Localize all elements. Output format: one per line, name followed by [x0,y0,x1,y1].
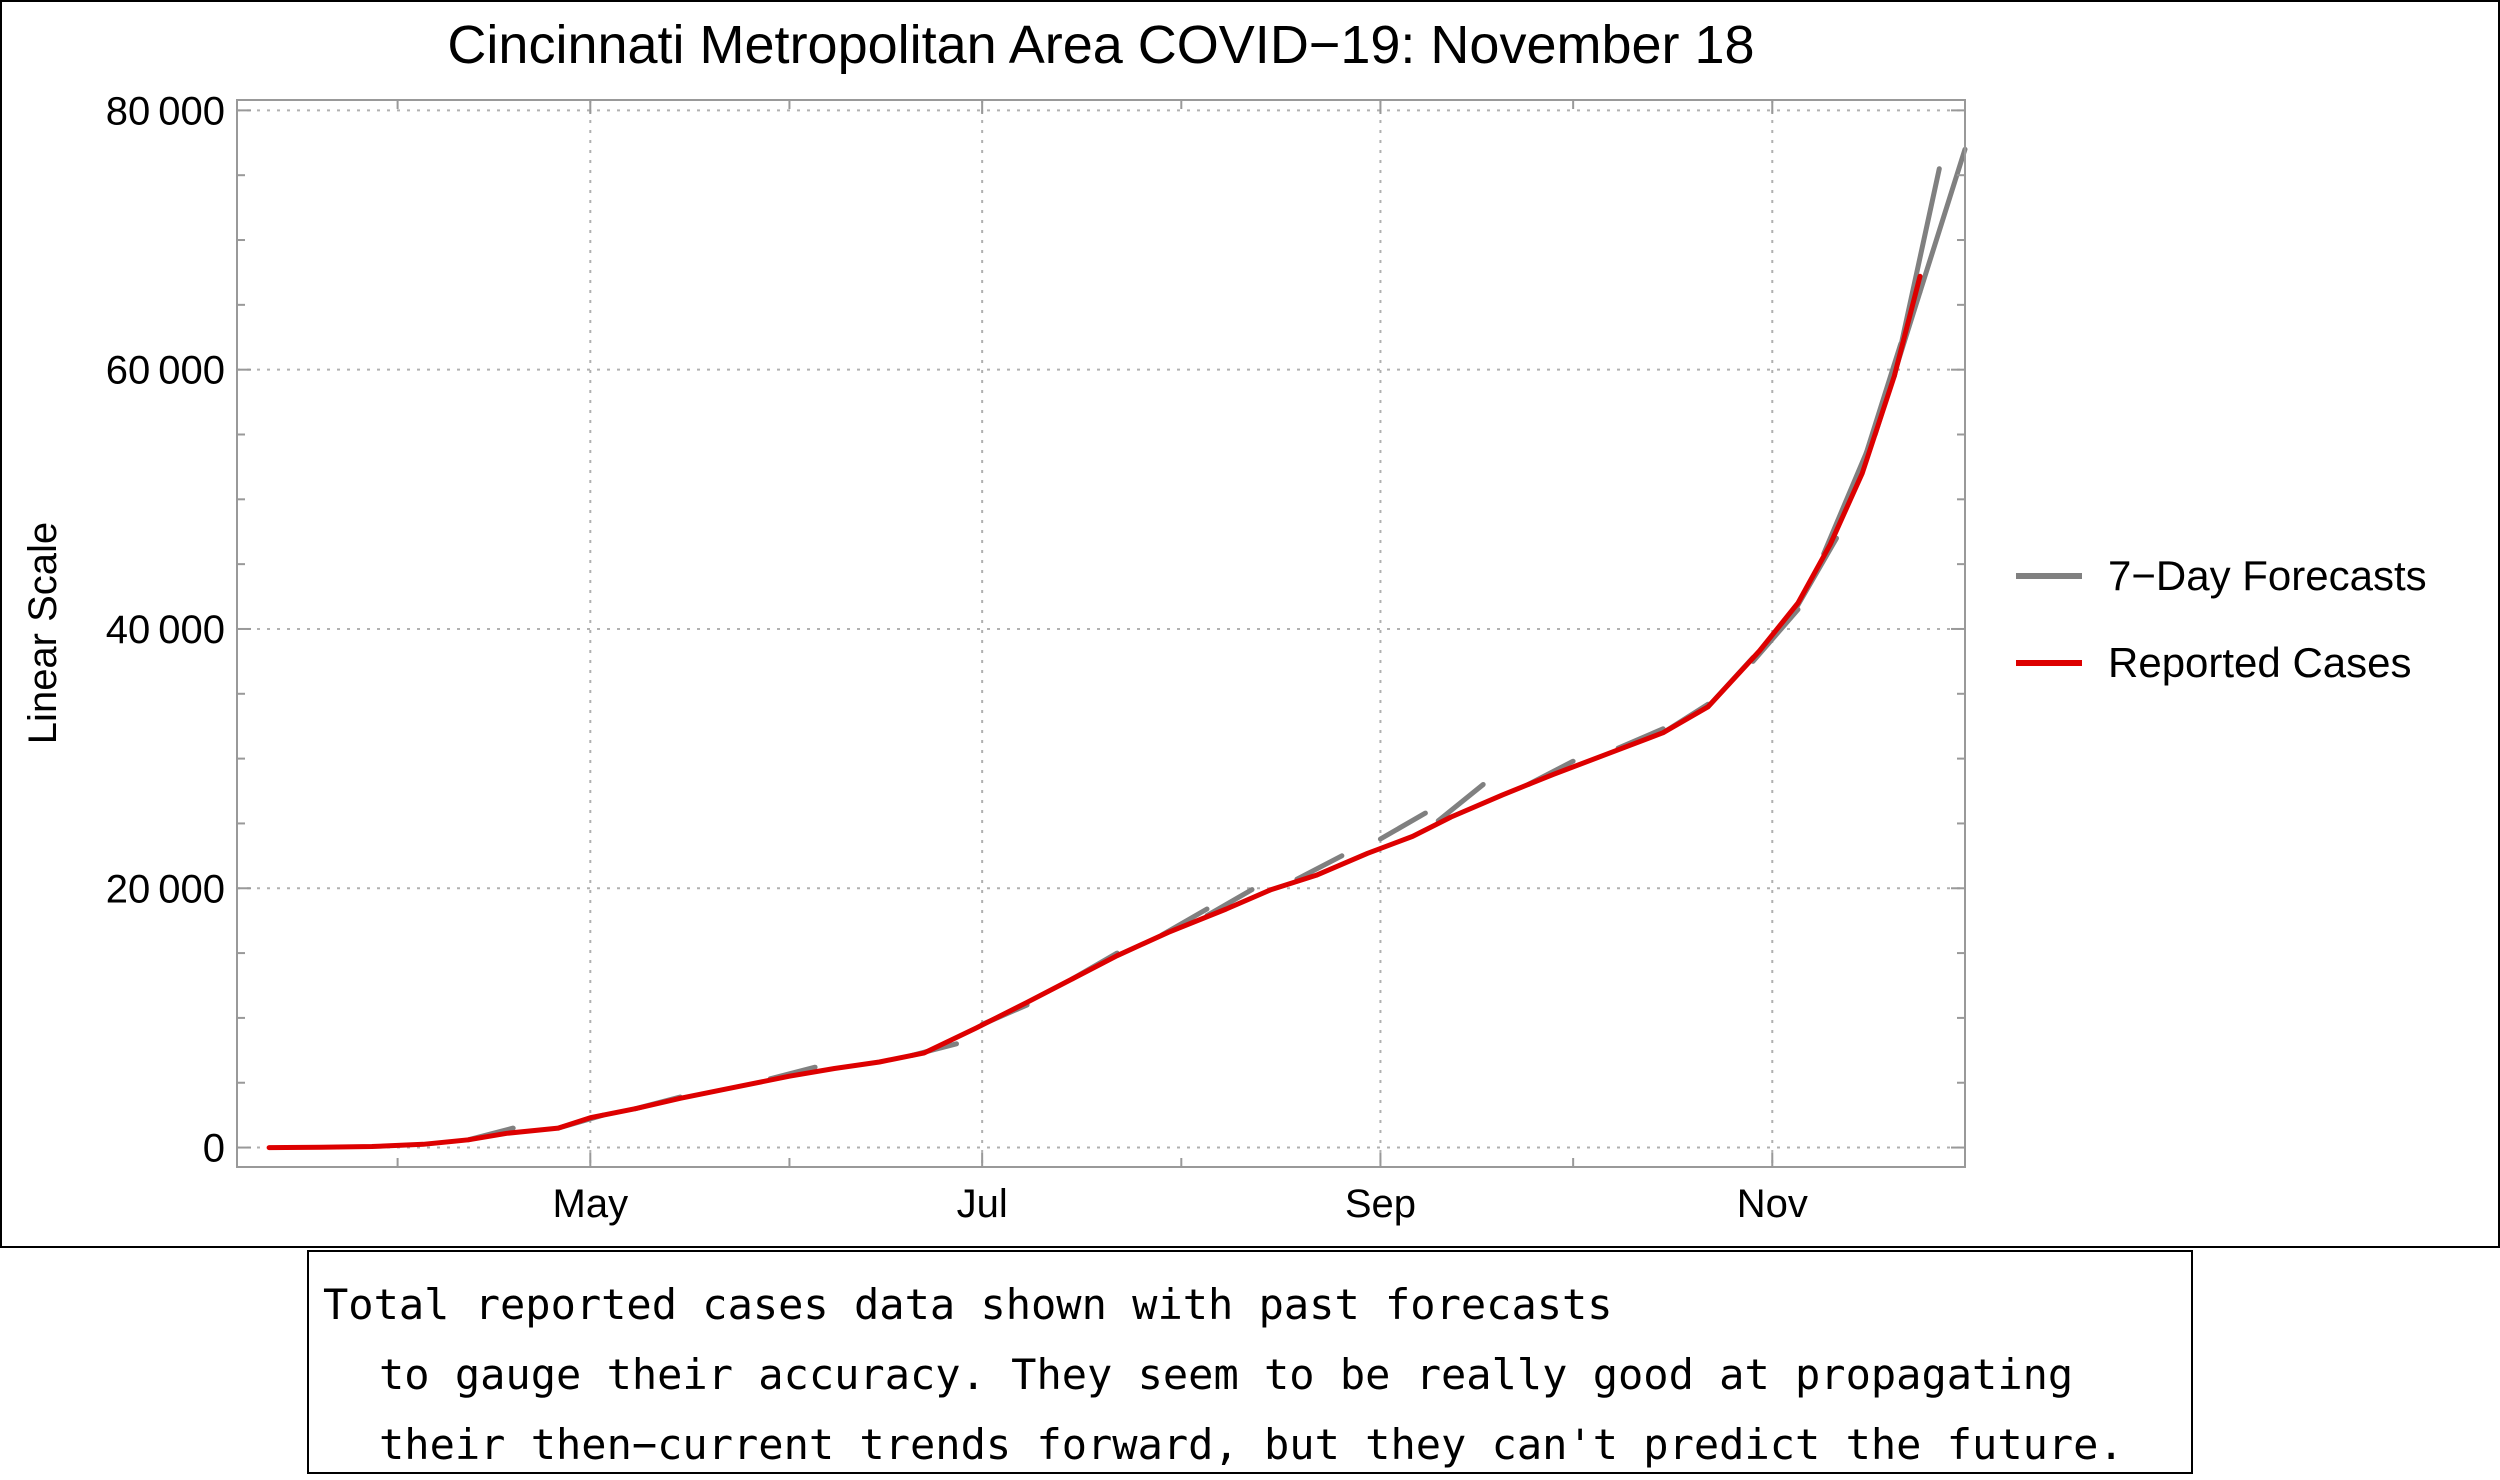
plot-frame [236,99,1966,1168]
y-tick-label: 80 000 [106,89,225,133]
caption-line: to gauge their accuracy. They seem to be… [379,1350,2074,1399]
forecast-line [1435,782,1486,824]
caption-line: Total reported cases data shown with pas… [323,1280,1613,1329]
forecast-line [1917,146,1968,295]
legend: 7−Day Forecasts Reported Cases [2016,552,2427,686]
x-tick-label: Nov [1737,1182,1808,1226]
x-tick-label: May [553,1182,629,1226]
legend-label-forecasts: 7−Day Forecasts [2108,552,2427,599]
legend-label-reported: Reported Cases [2108,639,2412,686]
y-axis-label: Linear Scale [21,522,65,744]
x-tick-label: Sep [1345,1182,1416,1226]
y-tick-label: 40 000 [106,608,225,652]
y-tick-label: 0 [203,1127,225,1171]
chart-title: Cincinnati Metropolitan Area COVID−19: N… [447,15,1754,75]
y-tick-label: 20 000 [106,867,225,911]
forecast-line [1377,810,1428,842]
reported-cases-line [266,273,1923,1151]
axes: 0 20 000 40 000 60 000 80 000 May Jul Sep Nov [106,89,1965,1226]
forecast-series [465,146,1968,1143]
caption-box: Total reported cases data shown with pas… [307,1250,2193,1474]
chart: Cincinnati Metropolitan Area COVID−19: N… [21,15,2427,1226]
grid [237,100,1965,1167]
chart-frame [0,0,2500,1248]
reported-series [266,273,1923,1151]
y-tick-label: 60 000 [106,349,225,393]
caption-line: their then−current trends forward, but t… [379,1420,2124,1469]
forecast-line [1294,853,1345,882]
x-tick-label: Jul [957,1182,1008,1226]
